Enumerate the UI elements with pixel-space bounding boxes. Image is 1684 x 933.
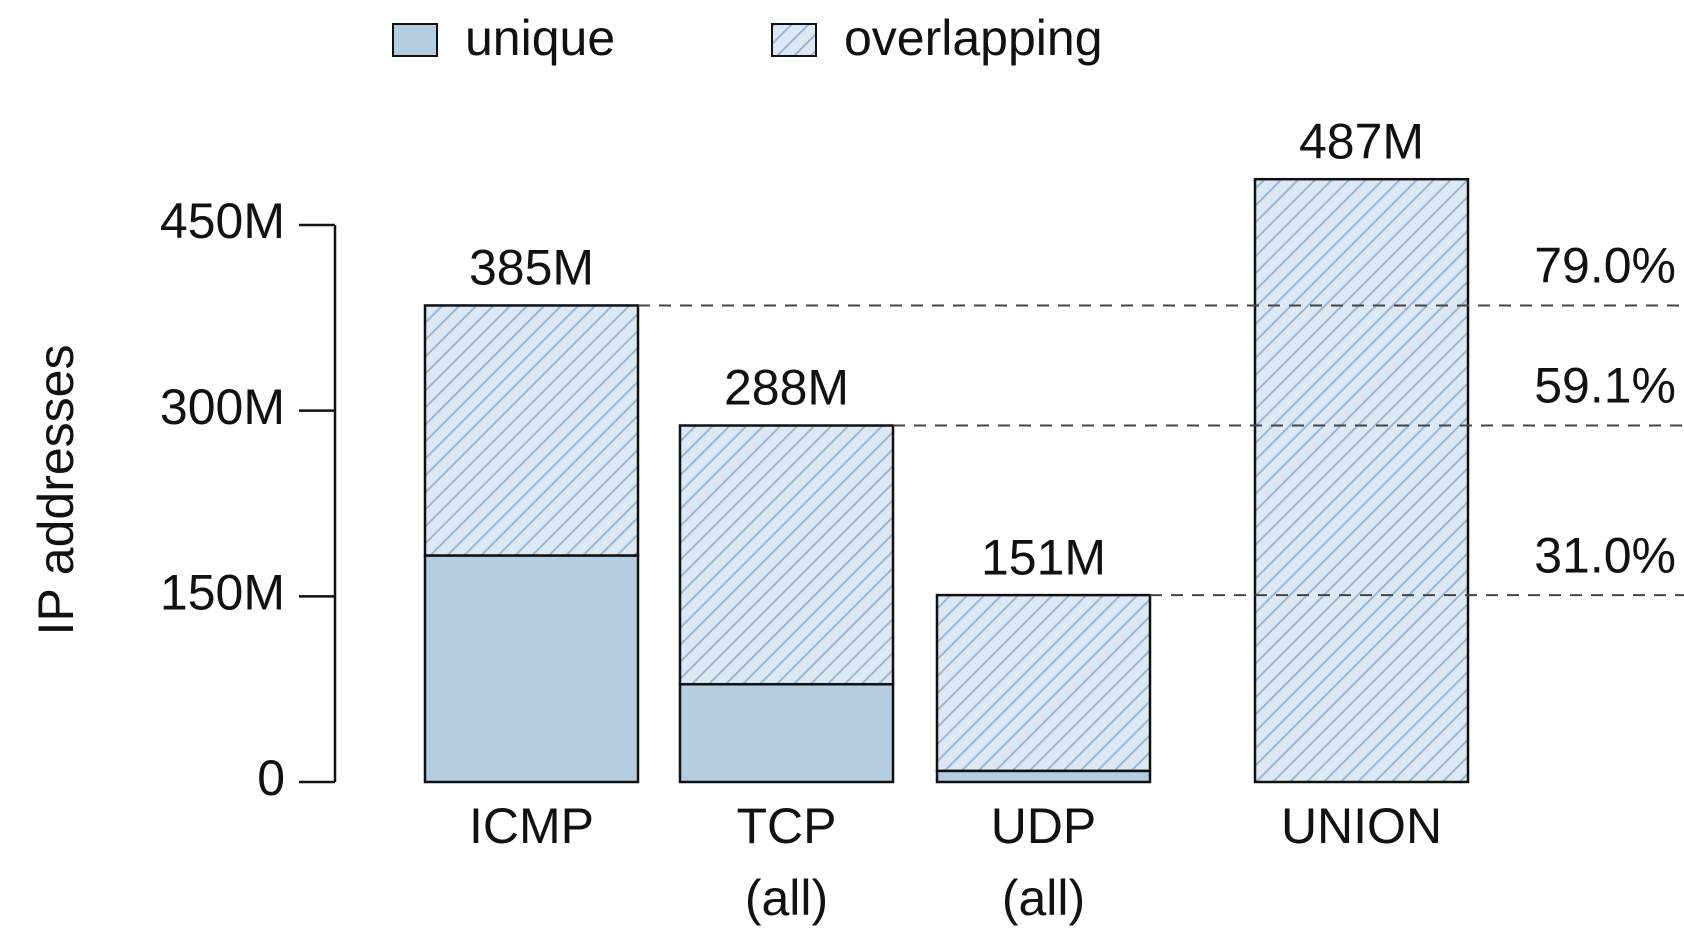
bar-segment bbox=[1253, 177, 1470, 784]
x-tick-label: (all) bbox=[745, 870, 828, 926]
bar-segment bbox=[935, 593, 1152, 773]
x-tick-label: UDP bbox=[991, 798, 1097, 854]
x-tick-label: UNION bbox=[1281, 798, 1442, 854]
percentage-label: 59.1% bbox=[1534, 358, 1676, 414]
y-tick-label: 300M bbox=[160, 379, 285, 435]
legend-label: unique bbox=[465, 10, 615, 66]
bar-segment bbox=[678, 682, 895, 784]
total-label: 487M bbox=[1299, 113, 1424, 169]
bar-segment bbox=[935, 769, 1152, 784]
x-tick-label: ICMP bbox=[469, 798, 594, 854]
bar-segment bbox=[678, 424, 895, 686]
total-label: 151M bbox=[981, 529, 1106, 585]
y-tick-label: 0 bbox=[257, 750, 285, 806]
x-tick-label: (all) bbox=[1002, 870, 1085, 926]
y-tick-label: 450M bbox=[160, 193, 285, 249]
total-label: 288M bbox=[724, 360, 849, 416]
y-axis-label: IP addresses bbox=[28, 345, 84, 636]
legend-swatch bbox=[392, 23, 438, 57]
percentage-label: 79.0% bbox=[1534, 238, 1676, 294]
bar-segment bbox=[423, 304, 640, 557]
legend-swatch bbox=[771, 23, 817, 57]
legend-label: overlapping bbox=[844, 10, 1103, 66]
percentage-label: 31.0% bbox=[1534, 527, 1676, 583]
y-tick-label: 150M bbox=[160, 565, 285, 621]
x-tick-label: TCP bbox=[737, 798, 837, 854]
bar-segment bbox=[423, 554, 640, 784]
total-label: 385M bbox=[469, 240, 594, 296]
